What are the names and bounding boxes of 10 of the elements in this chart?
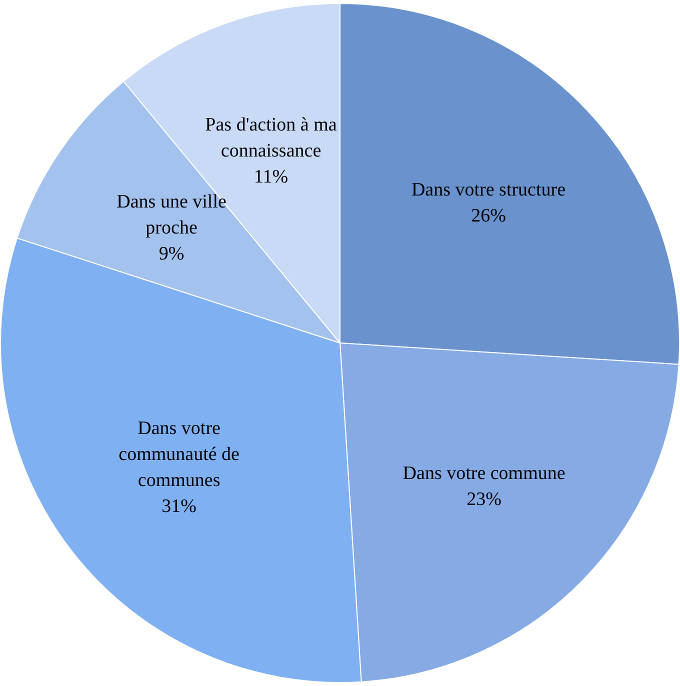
data-label: 11% [254, 166, 288, 188]
data-label: 23% [466, 489, 502, 510]
slice-label: Dans votre commune [402, 463, 566, 484]
slice-label: Pas d'action à ma connaissance [205, 114, 338, 162]
data-label: 31% [162, 496, 197, 517]
data-label: 9% [158, 243, 184, 264]
slice-label: Dans votre structure [411, 180, 566, 201]
slice-label: Dans votre communauté de communes [118, 418, 240, 491]
slice-label: Dans une ville proche [116, 191, 226, 238]
data-label: 26% [471, 206, 506, 227]
